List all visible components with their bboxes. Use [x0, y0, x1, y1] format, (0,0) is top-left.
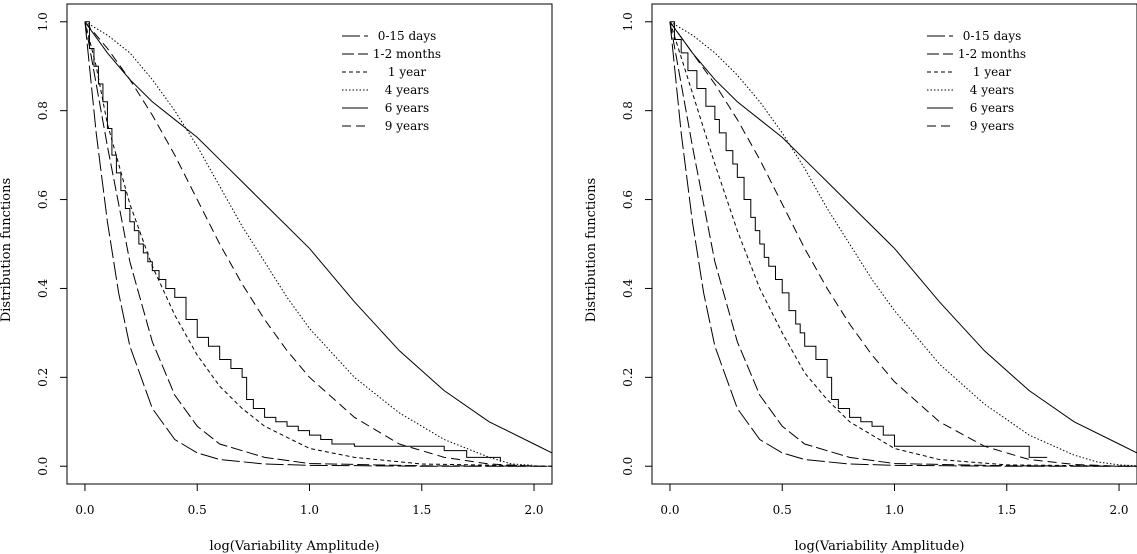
- legend-label: 1 year: [973, 65, 1011, 79]
- y-tick-label: 1.0: [621, 12, 635, 31]
- x-tick-label: 1.5: [412, 503, 431, 517]
- plot-frame: [651, 3, 1137, 485]
- x-tick-label: 2.0: [524, 503, 543, 517]
- x-tick-label: 0.5: [773, 503, 792, 517]
- legend-label: 6 years: [385, 101, 429, 115]
- y-tick-label: 0.4: [621, 279, 635, 298]
- legend-label: 0-15 days: [963, 29, 1022, 43]
- legend-label: 4 years: [385, 83, 429, 97]
- series-line-2: [84, 21, 552, 467]
- legend-label: 9 years: [970, 119, 1014, 133]
- series-line-3: [84, 21, 552, 467]
- legend-label: 1-2 months: [373, 47, 441, 61]
- y-tick-label: 0.6: [621, 190, 635, 209]
- y-tick-label: 0.0: [36, 457, 50, 476]
- x-axis-label: log(Variability Amplitude): [795, 539, 965, 554]
- series-line-7: [84, 21, 501, 462]
- x-tick-label: 0.5: [188, 503, 207, 517]
- legend-label: 1-2 months: [958, 47, 1026, 61]
- series-line-1: [669, 21, 1137, 467]
- x-tick-label: 1.0: [885, 503, 904, 517]
- x-tick-label: 0.0: [660, 503, 679, 517]
- series-line-5: [84, 21, 552, 454]
- series-line-7: [669, 21, 1048, 458]
- series-line-6: [669, 21, 1120, 467]
- x-tick-label: 0.0: [75, 503, 94, 517]
- y-tick-label: 0.2: [36, 368, 50, 387]
- y-tick-label: 0.8: [36, 101, 50, 120]
- y-tick-label: 0.6: [36, 190, 50, 209]
- x-tick-label: 2.0: [1109, 503, 1128, 517]
- x-tick-label: 1.5: [997, 503, 1016, 517]
- series-line-1: [84, 21, 552, 467]
- series-line-6: [84, 21, 535, 467]
- chart-panel-1: 0.0 0.5 1.0 1.5 2.0 0.0 0.2 0.4 0.6 0.8 1.0 log(Var…: [0, 3, 553, 554]
- legend-label: 9 years: [385, 119, 429, 133]
- x-axis-label: log(Variability Amplitude): [210, 539, 380, 554]
- y-tick-label: 0.8: [621, 101, 635, 120]
- series-line-4: [84, 21, 535, 466]
- series-line-2: [669, 21, 1137, 467]
- y-tick-label: 1.0: [36, 12, 50, 31]
- y-tick-label: 0.2: [621, 368, 635, 387]
- y-tick-label: 0.0: [621, 457, 635, 476]
- legend-label: 6 years: [970, 101, 1014, 115]
- chart-panel-2: 0.0 0.5 1.0 1.5 2.0 0.0 0.2 0.4 0.6 0.8 1.0 log(Var…: [584, 3, 1137, 554]
- legend: 0-15 days 1-2 months 1 year 4 years 6 years 9…: [927, 29, 1026, 133]
- legend-label: 4 years: [970, 83, 1014, 97]
- y-axis-label: Distribution functions: [0, 178, 14, 322]
- y-tick-label: 0.4: [36, 279, 50, 298]
- series-line-4: [669, 21, 1137, 467]
- series-line-3: [669, 21, 1137, 467]
- x-tick-label: 1.0: [300, 503, 319, 517]
- series-line-5: [669, 21, 1137, 454]
- legend-label: 1 year: [388, 65, 426, 79]
- legend: 0-15 days 1-2 months 1 year 4 years 6 years 9…: [342, 29, 441, 133]
- legend-label: 0-15 days: [378, 29, 437, 43]
- y-axis-label: Distribution functions: [584, 178, 599, 322]
